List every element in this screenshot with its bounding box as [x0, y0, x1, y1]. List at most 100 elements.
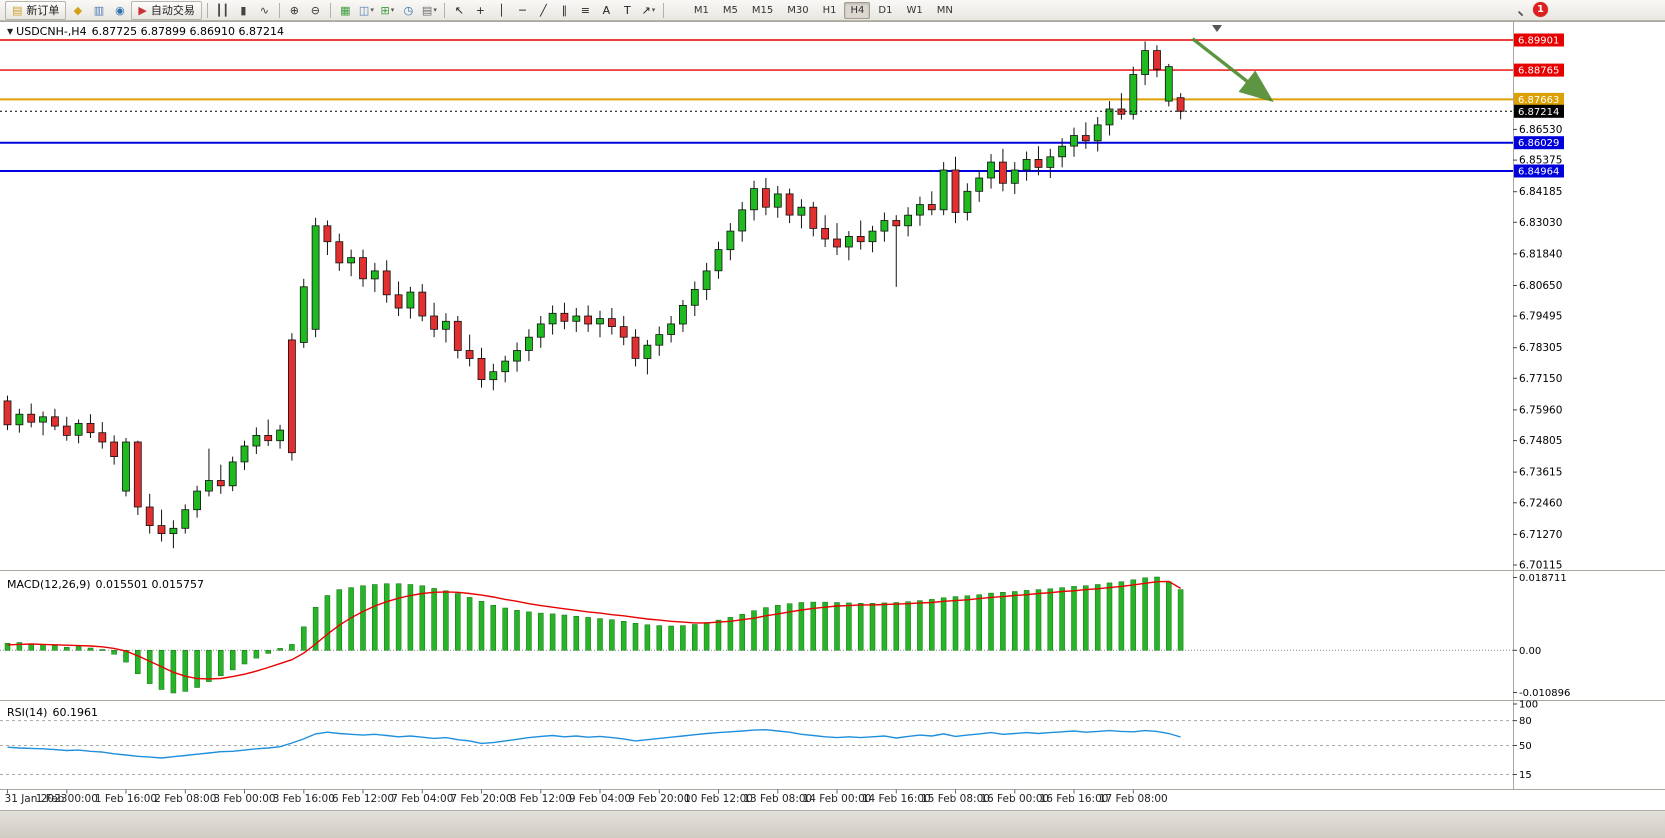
crosshair-icon[interactable]: +: [470, 1, 491, 20]
candle: [465, 350, 474, 359]
candlestick-chart-type-icon[interactable]: ▮: [233, 1, 254, 20]
zoom-out-icon[interactable]: ⊖: [305, 1, 326, 20]
price-chart[interactable]: 6.86530 6.85375 6.84185 6.83030 6.81840 6.806…: [0, 21, 1665, 810]
svg-text:6.80650: 6.80650: [1519, 280, 1562, 292]
price-tag[interactable]: 6.86029: [1514, 136, 1564, 150]
candle: [916, 204, 924, 216]
shapes-tool-icon[interactable]: ↗ ▾: [638, 1, 659, 20]
line-chart-type-icon[interactable]: ∿: [254, 1, 275, 20]
candle: [501, 360, 510, 373]
svg-text:31 Jan 2023: 31 Jan 2023: [5, 793, 68, 805]
timeframe-d1[interactable]: D1: [878, 4, 893, 16]
indicators-icon[interactable]: ◫ ▾: [356, 1, 377, 20]
auto-trading-button[interactable]: ▶ 自动交易: [131, 0, 202, 20]
bar-chart-type-icon[interactable]: ┃┃: [212, 1, 233, 20]
candle: [762, 188, 770, 208]
rsi-indicator-label: RSI(14) 60.1961: [7, 706, 98, 719]
price-tag[interactable]: 6.88765: [1514, 63, 1564, 77]
timeframe-m15[interactable]: M15: [751, 4, 774, 16]
svg-text:6.83030: 6.83030: [1519, 217, 1562, 229]
candle: [240, 445, 249, 463]
trendline-glyph: ╱: [540, 3, 547, 17]
new-chart-icon[interactable]: ⊞ ▾: [377, 1, 398, 20]
annotation-arrow[interactable]: [1191, 37, 1274, 103]
timeframe-m30[interactable]: M30: [787, 4, 809, 16]
search-icon[interactable]: [1510, 3, 1524, 17]
candle: [726, 230, 735, 251]
price-tag[interactable]: 6.87214: [1514, 104, 1564, 118]
timeframe-m1[interactable]: M1: [693, 4, 709, 16]
price-tag[interactable]: 6.87663: [1514, 92, 1564, 106]
svg-text:6.86530: 6.86530: [1519, 124, 1562, 136]
chart-shift-marker[interactable]: [1212, 25, 1222, 32]
candle: [856, 235, 865, 243]
timeframe-m5[interactable]: M5: [722, 4, 738, 16]
candle: [3, 400, 12, 426]
tile-windows-icon[interactable]: ▦: [335, 1, 356, 20]
notification-badge[interactable]: 1: [1533, 2, 1548, 17]
candle: [536, 323, 545, 338]
candlestick-chart-type-glyph: ▮: [240, 3, 247, 17]
symbol-period: USDCNH-,H4: [16, 25, 87, 38]
trendline-icon[interactable]: ╱: [533, 1, 554, 20]
candle: [1046, 156, 1055, 168]
channel-icon[interactable]: ∥: [554, 1, 575, 20]
svg-text:0.018711: 0.018711: [1519, 573, 1567, 584]
price-tag[interactable]: 6.84964: [1514, 164, 1564, 178]
macd-signal-line: [7, 580, 1181, 680]
fibonacci-glyph: ≡: [580, 3, 590, 17]
refresh-icon[interactable]: ◉: [109, 1, 130, 20]
svg-text:9 Feb 04:00: 9 Feb 04:00: [569, 793, 631, 805]
price-axis: 6.86530 6.85375 6.84185 6.83030 6.81840 6.806…: [1513, 33, 1564, 572]
candle: [619, 326, 628, 338]
vertical-line-icon[interactable]: │: [491, 1, 512, 20]
shapes-tool-icon-dropdown-icon: ▾: [651, 6, 656, 14]
timeframe-h4[interactable]: H4: [844, 1, 871, 19]
svg-text:6.84964: 6.84964: [1518, 167, 1559, 178]
candle: [987, 161, 995, 179]
text-tool-glyph: A: [602, 3, 611, 17]
label-tool-icon[interactable]: T: [617, 1, 638, 20]
candle: [157, 525, 166, 535]
svg-text:6.84185: 6.84185: [1519, 186, 1562, 198]
fibonacci-icon[interactable]: ≡: [575, 1, 596, 20]
candle: [39, 416, 47, 423]
candle: [809, 206, 818, 229]
svg-text:17 Feb 08:00: 17 Feb 08:00: [1099, 793, 1168, 805]
new-order-button[interactable]: ▤ 新订单: [5, 0, 67, 20]
svg-text:100: 100: [1519, 700, 1538, 711]
profiles-glyph: ▥: [93, 3, 105, 17]
templates-icon[interactable]: ▤ ▾: [419, 1, 440, 20]
zoom-in-icon[interactable]: ⊕: [284, 1, 305, 20]
price-tag[interactable]: 6.89901: [1514, 33, 1564, 47]
text-tool-icon[interactable]: A: [596, 1, 617, 20]
candle: [299, 286, 308, 343]
rsi-value: 60.1961: [52, 706, 98, 719]
label-tool-glyph: T: [624, 3, 631, 17]
svg-text:6 Feb 12:00: 6 Feb 12:00: [332, 793, 394, 805]
ohlc-readout: 6.87725 6.87899 6.86910 6.87214: [91, 25, 285, 38]
timeframe-w1[interactable]: W1: [906, 4, 923, 16]
svg-text:3 Feb 16:00: 3 Feb 16:00: [273, 793, 335, 805]
svg-text:6.79495: 6.79495: [1519, 311, 1562, 323]
macd-values: 0.015501 0.015757: [95, 578, 205, 591]
svg-text:16 Feb 00:00: 16 Feb 00:00: [980, 793, 1049, 805]
svg-text:6.75960: 6.75960: [1519, 404, 1562, 416]
candle: [1176, 97, 1185, 112]
period-glyph: ◷: [403, 3, 414, 17]
market-watch-icon[interactable]: ◆: [67, 1, 88, 20]
horizontal-lines-layer[interactable]: [0, 39, 1513, 172]
chart-header: ▼ USDCNH-,H4 6.87725 6.87899 6.86910 6.872…: [7, 25, 284, 38]
candle: [122, 441, 130, 492]
period-icon[interactable]: ◷: [398, 1, 419, 20]
horizontal-line-icon[interactable]: ─: [512, 1, 533, 20]
chart-window[interactable]: 6.86530 6.85375 6.84185 6.83030 6.81840 6.806…: [0, 21, 1665, 810]
timeframe-h1[interactable]: H1: [822, 4, 837, 16]
cursor-icon[interactable]: ↖: [449, 1, 470, 20]
symbol-expand-icon[interactable]: ▼: [7, 27, 14, 36]
candle: [110, 441, 118, 458]
candle: [939, 169, 948, 211]
timeframe-mn[interactable]: MN: [936, 4, 953, 16]
profiles-icon[interactable]: ▥: [88, 1, 109, 20]
candle: [750, 188, 758, 211]
